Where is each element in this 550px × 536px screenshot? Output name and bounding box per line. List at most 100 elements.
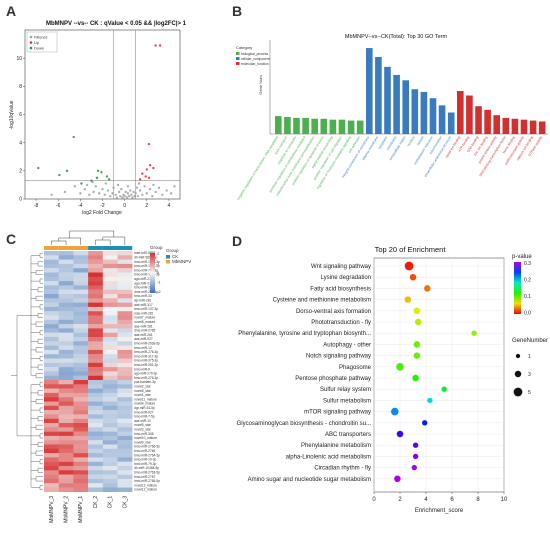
heatmap-row-label-18: dme-miR-2765 (134, 329, 155, 333)
heatmap-cell-23-1 (58, 349, 74, 355)
heatmap-cell-2-2 (73, 259, 89, 265)
enrichment-x-tick-label-1: 2 (398, 497, 402, 503)
pvalue-legend-title: p-value (512, 254, 532, 260)
heatmap-row-label-13: bmo-miR-137-3p (134, 307, 158, 311)
heatmap-cell-6-0 (44, 276, 59, 282)
heatmap-cell-51-3 (88, 470, 103, 475)
heatmap-cell-2-1 (58, 259, 74, 265)
volcano-point-filtered-24 (125, 196, 129, 199)
volcano-point-filtered-50 (91, 180, 94, 184)
go-bar-6 (329, 119, 337, 134)
pvalue-tick-3: 0.0 (524, 311, 531, 317)
heatmap-row-label-48: bmo-miR-10-3p (134, 458, 156, 462)
heatmap-cell-10-4 (102, 294, 118, 299)
heatmap-cell-48-2 (73, 457, 89, 462)
heatmap-cell-1-3 (88, 255, 103, 260)
go-bar-13 (393, 74, 400, 134)
heatmap-cell-15-4 (102, 315, 118, 320)
volcano-point-up-2 (147, 142, 151, 146)
heatmap-cell-53-3 (88, 478, 103, 484)
heatmap-cell-50-3 (88, 466, 103, 471)
volcano-point-filtered-15 (114, 193, 117, 196)
heatmap-row-label-19: aae-miR-261 (134, 333, 153, 337)
go-bar-8 (347, 120, 355, 134)
volcano-point-filtered-18 (119, 194, 122, 198)
heatmap-cell-1-4 (102, 255, 118, 260)
heatmap-cell-17-2 (73, 324, 89, 329)
volcano-point-down-5 (100, 171, 103, 174)
heatmap-cell-14-1 (58, 311, 74, 316)
enrichment-category-19: Amino sugar and nucleotide sugar metabol… (248, 477, 371, 483)
heatmap-row-label-55: novel12_mature (134, 488, 157, 492)
heatmap-cell-43-1 (58, 435, 74, 441)
heatmap-cell-21-4 (102, 341, 118, 346)
volcano-point-filtered-2 (73, 185, 77, 188)
heatmap-cell-30-0 (44, 380, 59, 385)
volcano-point-filtered-37 (143, 185, 146, 188)
heatmap-cell-45-0 (44, 444, 59, 449)
heatmap-row-label-42: bmo-miR-308 (134, 432, 154, 436)
enrichment-category-1: Lysine degradation (321, 275, 371, 281)
heatmap-cell-30-4 (102, 380, 118, 385)
go-term-label-13: membrane (386, 135, 398, 151)
heatmap-cell-53-4 (102, 478, 118, 484)
heatmap-cell-42-0 (44, 431, 59, 437)
heatmap-cell-10-5 (117, 294, 133, 299)
volcano-point-down-8 (80, 182, 83, 185)
enrichment-point-11 (441, 386, 447, 392)
genenumber-legend-dot-2 (513, 387, 523, 397)
enrichment-category-16: Phenylalanine metabolism (301, 443, 371, 449)
go-bar-23 (484, 109, 491, 134)
heatmap-cell-21-2 (73, 341, 89, 346)
heatmap-cell-34-2 (73, 397, 89, 402)
heatmap-cell-45-4 (102, 444, 118, 449)
heatmap-row-label-1: dh-miR-9598-3p (134, 256, 157, 260)
heatmap-cell-33-1 (58, 392, 74, 398)
go-bar-14 (402, 80, 409, 134)
column-dendrogram (51, 230, 126, 245)
enrichment-category-4: Dorso-ventral axis formation (296, 309, 371, 315)
heatmap-cell-37-3 (88, 410, 103, 415)
heatmap-cell-47-0 (44, 453, 59, 458)
volcano-ticks: -8 -6 -4 -2 0 2 4 0 2 4 6 8 10 (16, 56, 170, 209)
volcano-point-up-5 (148, 164, 152, 167)
heatmap-cell-41-2 (73, 427, 89, 432)
heatmap-cell-34-4 (102, 397, 118, 402)
heatmap-cell-48-5 (117, 457, 133, 462)
heatmap-cell-19-3 (88, 332, 103, 338)
heatmap-cell-26-2 (73, 362, 89, 368)
heatmap-cell-2-0 (44, 259, 59, 265)
heatmap-cell-3-4 (102, 263, 118, 269)
go-bar-5 (320, 118, 328, 134)
heatmap-cell-24-1 (58, 354, 74, 359)
heatmap-cell-28-5 (117, 371, 133, 376)
heatmap-cell-54-0 (44, 483, 59, 488)
heatmap-cell-14-3 (88, 311, 103, 316)
heatmap-cell-24-3 (88, 354, 103, 359)
kegg-enrichment-chart: Top 20 of Enrichment Wnt signaling pathw… (237, 245, 548, 514)
heatmap-row-label-33: novel1_star (134, 393, 151, 397)
heatmap-cell-40-0 (44, 423, 59, 428)
heatmap-cell-4-0 (44, 268, 59, 273)
heatmap-cell-7-0 (44, 281, 59, 286)
heatmap-cell-0-0 (44, 251, 59, 256)
go-legend: Category biological_processcellular_compo… (236, 45, 270, 66)
heatmap-cell-35-3 (88, 401, 103, 406)
heatmap-column-label-2: MbMNPV_1 (78, 496, 84, 523)
enrichment-category-13: mTOR signaling pathway (304, 410, 371, 416)
heatmap-row-label-21: bmo-miR-263a-5p (134, 342, 160, 346)
heatmap-cell-55-5 (117, 487, 133, 492)
enrichment-category-10: Pentose phosphate pathway (295, 376, 371, 382)
volcano-y-label: -log10qValue (9, 100, 15, 129)
enrichment-category-7: Autophagy - other (323, 342, 371, 348)
heatmap-cell-21-0 (44, 341, 59, 346)
heatmap-cell-42-3 (88, 431, 103, 437)
heatmap-cell-5-5 (117, 272, 133, 277)
heatmap-row-label-37: bmo-miR-927 (134, 410, 154, 414)
heatmap-column-labels: MbMNPV_3 MbMNPV_2 MbMNPV_1 CK_2 CK_1 CK_3 (49, 496, 129, 523)
heatmap-cell-40-4 (102, 423, 118, 428)
heatmap-cell-14-2 (73, 311, 89, 316)
heatmap-cell-23-5 (117, 349, 133, 355)
heatmap-cell-25-5 (117, 358, 133, 363)
